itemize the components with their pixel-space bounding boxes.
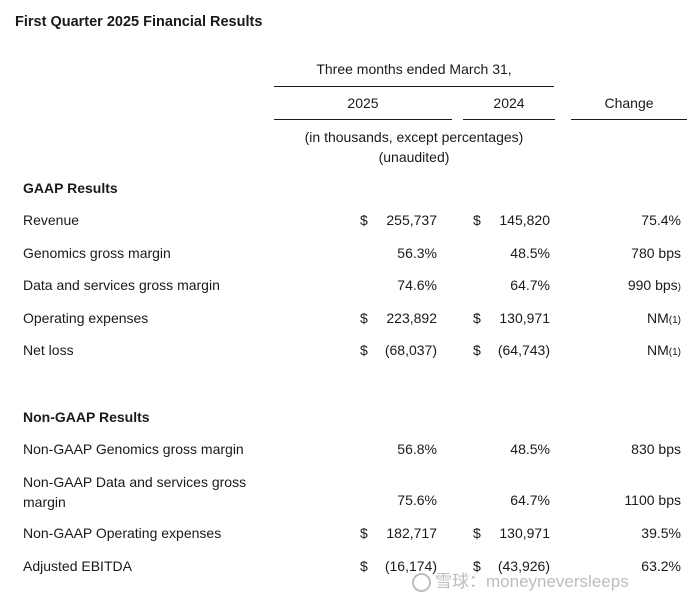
currency-sign: $ xyxy=(473,310,481,326)
value-change: NM(1) xyxy=(646,342,681,358)
row-label: Data and services gross margin xyxy=(23,277,220,293)
row-label: Net loss xyxy=(23,342,74,358)
row-label: Revenue xyxy=(23,212,80,228)
currency-sign: $ xyxy=(360,342,368,358)
currency-sign: $ xyxy=(360,310,368,326)
column-rule-2024 xyxy=(463,119,555,120)
value-2024: 48.5% xyxy=(510,441,550,457)
column-header-2024: 2024 xyxy=(493,95,525,111)
value-change: 830 bps xyxy=(631,441,681,457)
currency-sign: $ xyxy=(473,342,481,358)
row-label: Non-GAAP Genomics gross margin xyxy=(23,441,244,457)
value-2025: 255,737 xyxy=(386,212,437,228)
currency-sign: $ xyxy=(360,525,368,541)
value-change: 63.2% xyxy=(641,558,681,574)
value-change: 1100 bps xyxy=(624,492,681,508)
row-label: Non-GAAP Data and services gross margin xyxy=(23,474,247,510)
value-2024: 64.7% xyxy=(510,492,550,508)
value-2025: 56.8% xyxy=(397,441,437,457)
value-2025: (68,037) xyxy=(384,342,437,358)
units-note: (in thousands, except percentages) (unau… xyxy=(274,127,554,167)
row-label: Non-GAAP Operating expenses xyxy=(23,525,222,541)
value-2025: 223,892 xyxy=(386,310,437,326)
column-header-2025: 2025 xyxy=(347,95,379,111)
value-2024: 130,971 xyxy=(499,525,550,541)
units-line: (in thousands, except percentages) xyxy=(304,129,524,145)
snowball-logo-icon xyxy=(412,573,431,593)
value-change: NM(1) xyxy=(646,310,681,326)
value-2025: 75.6% xyxy=(397,492,437,508)
row-label: Operating expenses xyxy=(23,310,149,326)
value-2024: (43,926) xyxy=(497,558,550,574)
value-2025: 182,717 xyxy=(386,525,437,541)
column-header-change: Change xyxy=(604,95,654,111)
watermark: 雪球：moneyneversleeps xyxy=(412,567,629,593)
currency-sign: $ xyxy=(473,558,481,574)
page-title: First Quarter 2025 Financial Results xyxy=(15,14,263,30)
currency-sign: $ xyxy=(360,212,368,228)
value-2024: 130,971 xyxy=(499,310,550,326)
value-2024: (64,743) xyxy=(497,342,550,358)
value-2025: (16,174) xyxy=(384,558,437,574)
column-rule-2025 xyxy=(274,119,452,120)
currency-sign: $ xyxy=(473,525,481,541)
value-2024: 145,820 xyxy=(499,212,550,228)
value-change: 39.5% xyxy=(641,525,681,541)
value-2025: 74.6% xyxy=(397,277,437,293)
value-change: 75.4% xyxy=(641,212,681,228)
value-2024: 48.5% xyxy=(510,245,550,261)
value-2025: 56.3% xyxy=(397,245,437,261)
nongaap-section-heading: Non-GAAP Results xyxy=(23,409,150,425)
value-change: 990 bps) xyxy=(627,277,681,293)
currency-sign: $ xyxy=(360,558,368,574)
currency-sign: $ xyxy=(473,212,481,228)
unaudited-line: (unaudited) xyxy=(378,149,450,165)
period-header: Three months ended March 31, xyxy=(316,61,512,77)
value-2024: 64.7% xyxy=(510,277,550,293)
column-rule-change xyxy=(571,119,687,120)
period-rule xyxy=(274,86,554,87)
row-label: Genomics gross margin xyxy=(23,245,171,261)
gaap-section-heading: GAAP Results xyxy=(23,180,118,196)
row-label: Adjusted EBITDA xyxy=(23,558,132,574)
value-change: 780 bps xyxy=(631,245,681,261)
